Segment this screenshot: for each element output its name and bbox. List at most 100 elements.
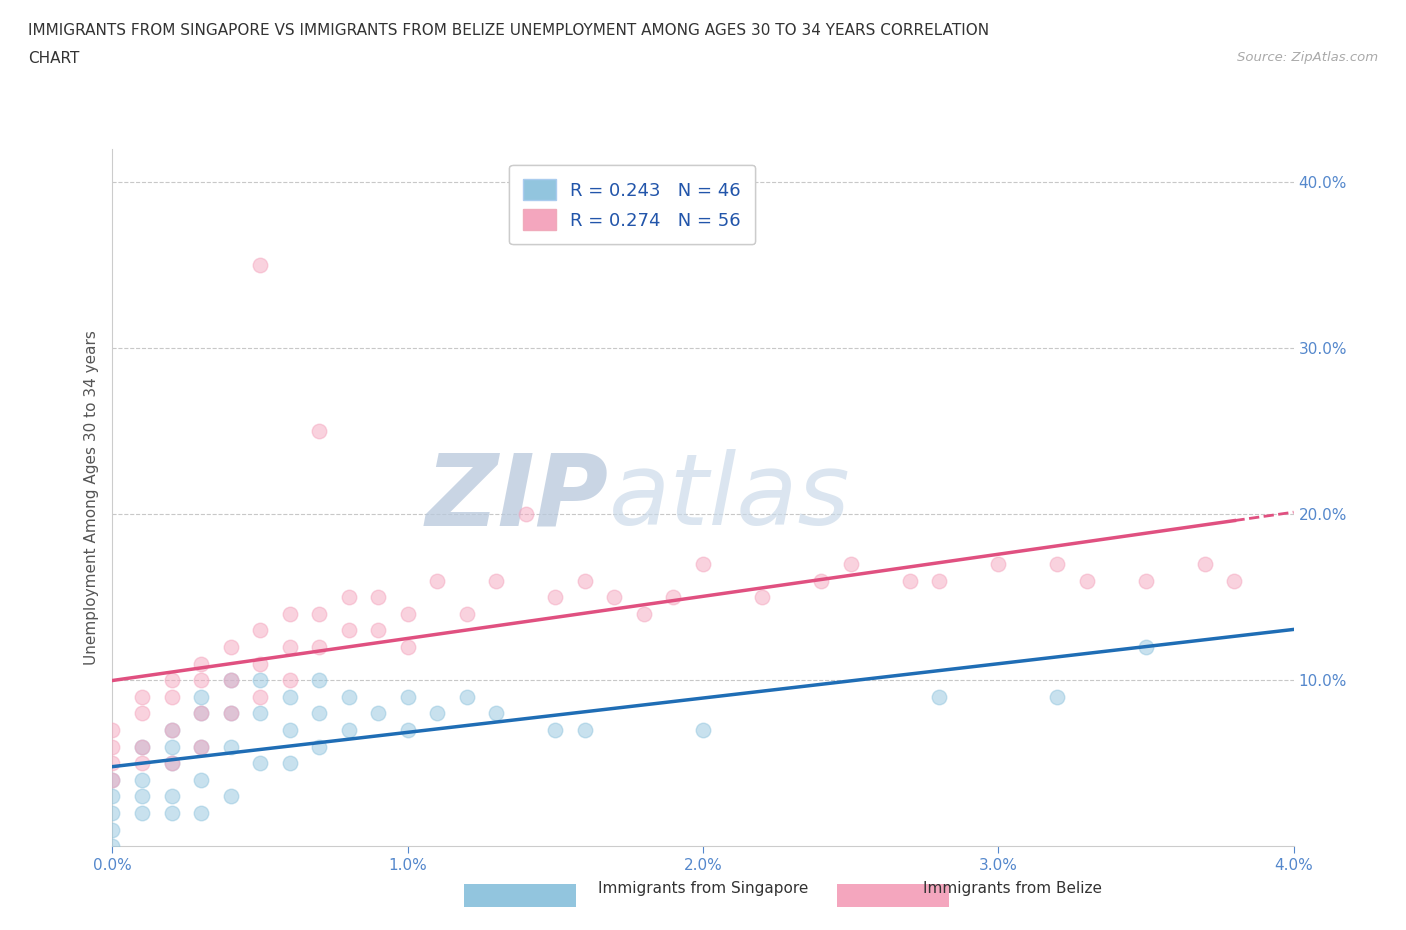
Point	[190, 689, 212, 704]
Point	[278, 689, 301, 704]
Point	[1135, 640, 1157, 655]
Point	[308, 706, 330, 721]
Point	[308, 640, 330, 655]
Point	[662, 590, 685, 604]
Point	[308, 606, 330, 621]
Point	[101, 773, 124, 788]
Text: ZIP: ZIP	[426, 449, 609, 546]
Point	[574, 723, 596, 737]
Point	[190, 706, 212, 721]
Point	[367, 590, 389, 604]
Point	[603, 590, 626, 604]
Point	[101, 739, 124, 754]
Point	[396, 689, 419, 704]
Point	[544, 723, 567, 737]
Point	[160, 723, 183, 737]
Text: Immigrants from Belize: Immigrants from Belize	[922, 881, 1102, 896]
Point	[249, 756, 271, 771]
Text: CHART: CHART	[28, 51, 80, 66]
Point	[160, 672, 183, 687]
Point	[544, 590, 567, 604]
Point	[692, 723, 714, 737]
Point	[456, 689, 478, 704]
Text: atlas: atlas	[609, 449, 851, 546]
Point	[337, 590, 360, 604]
Point	[367, 623, 389, 638]
Point	[160, 689, 183, 704]
Point	[160, 739, 183, 754]
Point	[131, 706, 153, 721]
Point	[131, 773, 153, 788]
Point	[308, 672, 330, 687]
Point	[219, 672, 242, 687]
Point	[1046, 689, 1069, 704]
Point	[278, 606, 301, 621]
Point	[101, 789, 124, 804]
Point	[426, 706, 449, 721]
Point	[456, 606, 478, 621]
Point	[190, 672, 212, 687]
Point	[219, 672, 242, 687]
Point	[278, 723, 301, 737]
Point	[396, 606, 419, 621]
Point	[426, 573, 449, 588]
Point	[367, 706, 389, 721]
Point	[396, 640, 419, 655]
Point	[101, 723, 124, 737]
Point	[337, 689, 360, 704]
Point	[396, 723, 419, 737]
Point	[249, 706, 271, 721]
Point	[987, 556, 1010, 571]
Point	[928, 573, 950, 588]
Point	[249, 623, 271, 638]
Point	[131, 805, 153, 820]
Y-axis label: Unemployment Among Ages 30 to 34 years: Unemployment Among Ages 30 to 34 years	[83, 330, 98, 665]
Point	[485, 573, 508, 588]
Text: IMMIGRANTS FROM SINGAPORE VS IMMIGRANTS FROM BELIZE UNEMPLOYMENT AMONG AGES 30 T: IMMIGRANTS FROM SINGAPORE VS IMMIGRANTS …	[28, 23, 990, 38]
Point	[898, 573, 921, 588]
Point	[131, 789, 153, 804]
Point	[219, 706, 242, 721]
Point	[633, 606, 655, 621]
Point	[101, 822, 124, 837]
Point	[131, 756, 153, 771]
Point	[308, 739, 330, 754]
Text: Immigrants from Singapore: Immigrants from Singapore	[598, 881, 808, 896]
Point	[810, 573, 832, 588]
Point	[101, 839, 124, 854]
Point	[131, 689, 153, 704]
Point	[1223, 573, 1246, 588]
Point	[1046, 556, 1069, 571]
Point	[160, 789, 183, 804]
Point	[249, 672, 271, 687]
Point	[219, 640, 242, 655]
Point	[131, 739, 153, 754]
Point	[1194, 556, 1216, 571]
Point	[219, 739, 242, 754]
Point	[928, 689, 950, 704]
Point	[249, 689, 271, 704]
Point	[101, 756, 124, 771]
Point	[160, 756, 183, 771]
Point	[308, 424, 330, 439]
Point	[249, 657, 271, 671]
Point	[751, 590, 773, 604]
Point	[131, 739, 153, 754]
Point	[190, 706, 212, 721]
Point	[190, 657, 212, 671]
Point	[160, 756, 183, 771]
Point	[515, 507, 537, 522]
Point	[160, 723, 183, 737]
Point	[1135, 573, 1157, 588]
Point	[101, 773, 124, 788]
Point	[1076, 573, 1098, 588]
Legend: R = 0.243   N = 46, R = 0.274   N = 56: R = 0.243 N = 46, R = 0.274 N = 56	[509, 165, 755, 245]
Point	[485, 706, 508, 721]
Point	[337, 723, 360, 737]
Point	[278, 756, 301, 771]
Text: Source: ZipAtlas.com: Source: ZipAtlas.com	[1237, 51, 1378, 64]
Point	[692, 556, 714, 571]
Point	[219, 789, 242, 804]
Point	[101, 805, 124, 820]
Point	[278, 640, 301, 655]
